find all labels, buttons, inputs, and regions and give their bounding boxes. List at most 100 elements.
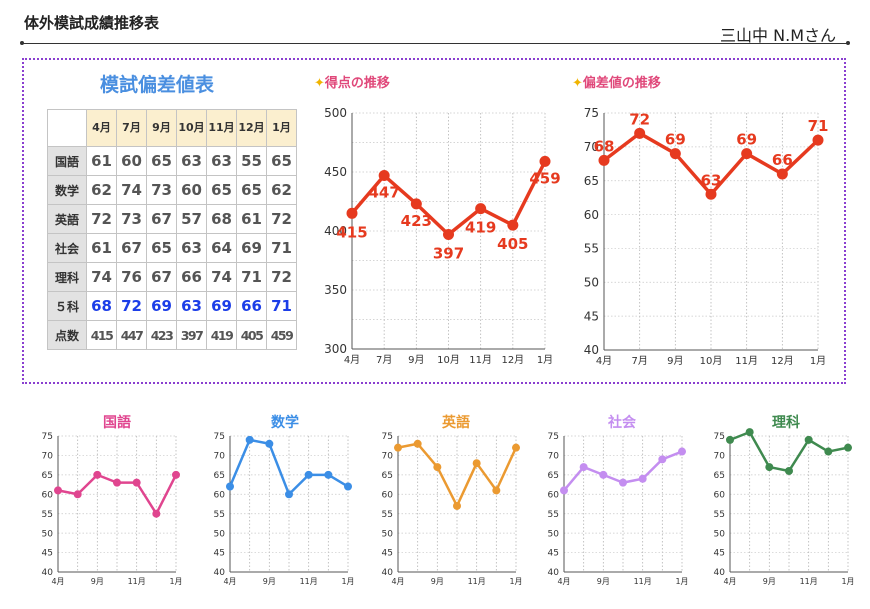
table-cell: 68 (206, 204, 237, 234)
shakai-chart-title: 社会 (608, 415, 636, 431)
table-cell: 419 (206, 320, 237, 350)
table-cell: 74 (86, 262, 117, 292)
table-cell: 66 (236, 291, 267, 321)
eigo-ytick-label: 75 (382, 432, 393, 442)
shakai-data-point (619, 478, 627, 487)
sugaku-chart-title: 数学 (271, 415, 299, 431)
rika-ytick-label: 60 (714, 490, 726, 500)
row-label: 国語 (47, 146, 87, 176)
kokugo-data-point (73, 490, 82, 499)
sparkle-icon: ✦ (572, 76, 583, 91)
table-cell: 68 (86, 291, 117, 321)
kokugo-ytick-label: 70 (42, 452, 54, 462)
deviation-ytick-label: 60 (584, 208, 599, 222)
rika-chart-title: 理科 (772, 415, 800, 431)
rika-xtick-label: 9月 (763, 577, 776, 586)
table-cell: 71 (266, 291, 297, 321)
deviation-xtick-label: 11月 (735, 355, 758, 365)
document-title: 体外模試成績推移表 (24, 14, 160, 32)
kokugo-data-point (93, 470, 102, 479)
table-cell: 71 (266, 233, 297, 263)
score-data-label: 405 (497, 235, 528, 253)
kokugo-ytick-label: 75 (42, 432, 53, 442)
table-cell: 63 (206, 146, 237, 176)
table-cell: 61 (86, 233, 117, 263)
table-cell: 76 (116, 262, 147, 292)
sugaku-ytick-label: 65 (214, 471, 225, 481)
deviation-data-point (598, 154, 610, 166)
kokugo-data-point (172, 470, 180, 479)
deviation-data-point (634, 127, 646, 139)
table-cell: 63 (176, 233, 207, 263)
score-ytick-label: 500 (324, 106, 347, 120)
score-data-label: 419 (465, 219, 496, 237)
table-cell: 69 (206, 291, 237, 321)
deviation-data-point (741, 148, 753, 160)
kokugo-ytick-label: 45 (42, 549, 53, 559)
eigo-data-point (453, 501, 461, 510)
month-header: 4月 (86, 109, 117, 147)
shakai-xtick-label: 1月 (675, 577, 688, 586)
deviation-ytick-label: 50 (584, 275, 599, 289)
rika-line-chart: 40 45 50 55 60 65 70 75 4月 9月 11月 1月 (714, 428, 855, 586)
rika-data-point (824, 447, 833, 456)
kokugo-data-point (54, 486, 62, 495)
deviation-data-label: 66 (772, 151, 793, 169)
deviation-data-label: 71 (808, 117, 829, 135)
score-data-point (410, 198, 422, 210)
month-header: 9月 (146, 109, 177, 147)
rika-ytick-label: 65 (714, 471, 725, 481)
sugaku-data-point (265, 439, 274, 448)
table-cell: 69 (236, 233, 267, 263)
score-xtick-label: 10月 (437, 354, 460, 365)
deviation-data-label: 63 (701, 171, 722, 189)
deviation-ytick-label: 40 (584, 343, 599, 357)
eigo-ytick-label: 65 (382, 471, 393, 481)
rika-data-point (745, 428, 754, 437)
shakai-data-point (599, 470, 608, 479)
sugaku-data-point (226, 482, 234, 491)
rika-data-point (804, 435, 813, 444)
shakai-xtick-label: 4月 (557, 577, 570, 586)
table-cell: 71 (236, 262, 267, 292)
month-header: 11月 (206, 109, 237, 147)
sparkle-icon: ✦ (314, 76, 325, 91)
shakai-data-point (638, 474, 647, 483)
table-cell: 415 (86, 320, 117, 350)
table-row: 社会 61 67 65 63 64 69 71 (47, 233, 297, 263)
deviation-xtick-label: 1月 (810, 355, 826, 365)
table-cell: 72 (86, 204, 117, 234)
deviation-data-point (812, 134, 824, 146)
deviation-chart-title: 偏差値の推移 (582, 76, 661, 91)
shakai-ytick-label: 75 (548, 432, 559, 442)
deviation-xtick-label: 7月 (631, 355, 647, 365)
shakai-ytick-label: 70 (548, 452, 560, 462)
deviation-data-label: 72 (629, 110, 650, 128)
rika-ytick-label: 45 (714, 549, 725, 559)
kokugo-ytick-label: 60 (42, 490, 54, 500)
deviation-ytick-label: 55 (584, 242, 599, 256)
table-cell: 60 (176, 175, 207, 205)
deviation-data-point (705, 188, 717, 200)
shakai-ytick-label: 65 (548, 471, 559, 481)
table-row: 英語 72 73 67 57 68 61 72 (47, 204, 297, 234)
eigo-line-chart: 40 45 50 55 60 65 70 75 4月 9月 11月 1月 (382, 432, 523, 586)
summary-panel (22, 58, 846, 384)
deviation-ytick-label: 75 (584, 106, 599, 120)
eigo-data-point (512, 443, 520, 452)
table-cell: 62 (266, 175, 297, 205)
table-cell: 73 (146, 175, 177, 205)
score-data-label: 397 (433, 245, 464, 263)
rika-data-point (765, 463, 774, 472)
deviation-xtick-label: 9月 (667, 355, 683, 365)
rika-xtick-label: 1月 (841, 577, 854, 586)
eigo-xtick-label: 1月 (509, 577, 522, 586)
eigo-xtick-label: 4月 (391, 577, 404, 586)
deviation-ytick-label: 70 (584, 140, 599, 154)
score-data-label: 447 (369, 184, 400, 202)
kokugo-ytick-label: 55 (42, 510, 53, 520)
sugaku-xtick-label: 1月 (341, 577, 354, 586)
row-label: ５科 (47, 291, 87, 321)
score-ytick-label: 350 (324, 283, 347, 297)
score-xtick-label: 7月 (376, 354, 392, 365)
